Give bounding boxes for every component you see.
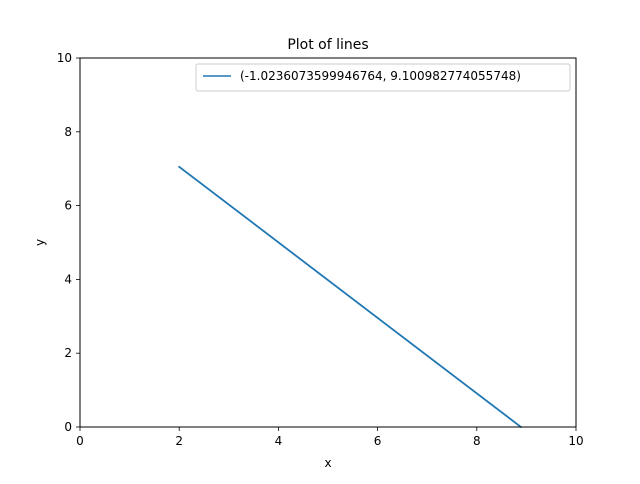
y-tick-label: 0: [64, 420, 72, 434]
y-tick-label: 6: [64, 199, 72, 213]
y-tick-label: 8: [64, 125, 72, 139]
series-line-0: [177, 165, 523, 429]
y-axis-ticks: 0 2 4 6 8 10: [57, 51, 80, 434]
x-tick-label: 8: [473, 434, 481, 448]
x-axis-ticks: 0 2 4 6 8 10: [76, 427, 584, 448]
x-tick-label: 0: [76, 434, 84, 448]
x-tick-label: 4: [275, 434, 283, 448]
x-tick-label: 10: [568, 434, 583, 448]
y-axis-label: y: [33, 239, 47, 246]
series-layer: [177, 165, 523, 429]
y-tick-label: 2: [64, 346, 72, 360]
x-axis-label: x: [324, 456, 331, 470]
plot-frame: [79, 57, 577, 428]
y-tick-label: 4: [64, 272, 72, 286]
x-tick-label: 6: [374, 434, 382, 448]
chart-title: Plot of lines: [287, 37, 368, 53]
legend-label: (-1.0236073599946764, 9.100982774055748): [240, 69, 521, 83]
y-tick-label: 10: [57, 51, 72, 65]
legend-box: [195, 63, 571, 92]
x-tick-label: 2: [175, 434, 183, 448]
legend: (-1.0236073599946764, 9.100982774055748): [195, 63, 571, 92]
